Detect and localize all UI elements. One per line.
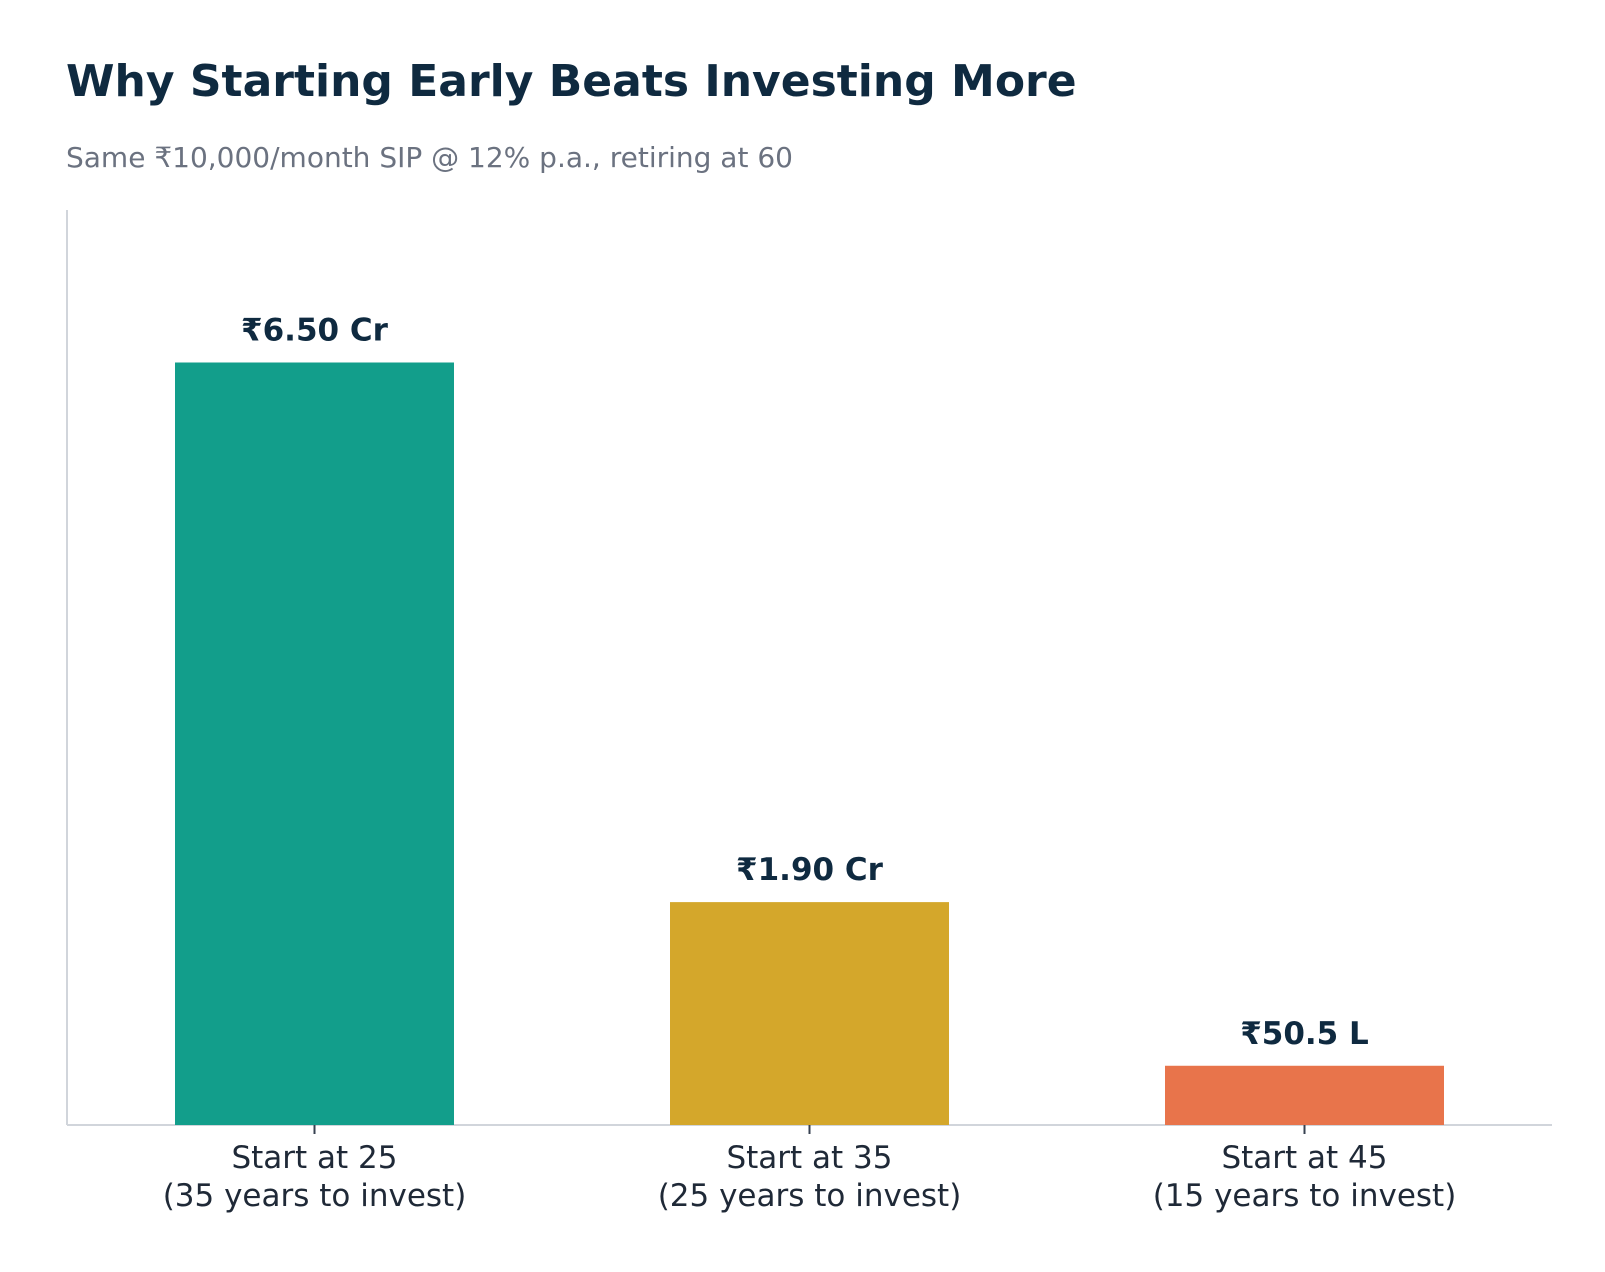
bar-2	[670, 902, 949, 1125]
x-tick-label-1-line-2: (35 years to invest)	[163, 1178, 467, 1214]
x-tick-label-1-line-1: Start at 25	[231, 1140, 397, 1176]
bar-3	[1165, 1065, 1444, 1125]
bar-1	[175, 362, 454, 1125]
chart-title: Why Starting Early Beats Investing More	[66, 56, 1077, 107]
x-tick-label-2-line-1: Start at 35	[726, 1140, 892, 1176]
x-tick-label-3-line-2: (15 years to invest)	[1153, 1178, 1457, 1214]
x-tick-label-2-line-2: (25 years to invest)	[658, 1178, 962, 1214]
x-tick-label-3-line-1: Start at 45	[1221, 1140, 1387, 1176]
data-label-3: ₹50.5 L	[1240, 1016, 1369, 1052]
chart-subtitle: Same ₹10,000/month SIP @ 12% p.a., retir…	[66, 141, 793, 174]
data-label-1: ₹6.50 Cr	[241, 313, 389, 349]
data-label-2: ₹1.90 Cr	[736, 852, 884, 888]
